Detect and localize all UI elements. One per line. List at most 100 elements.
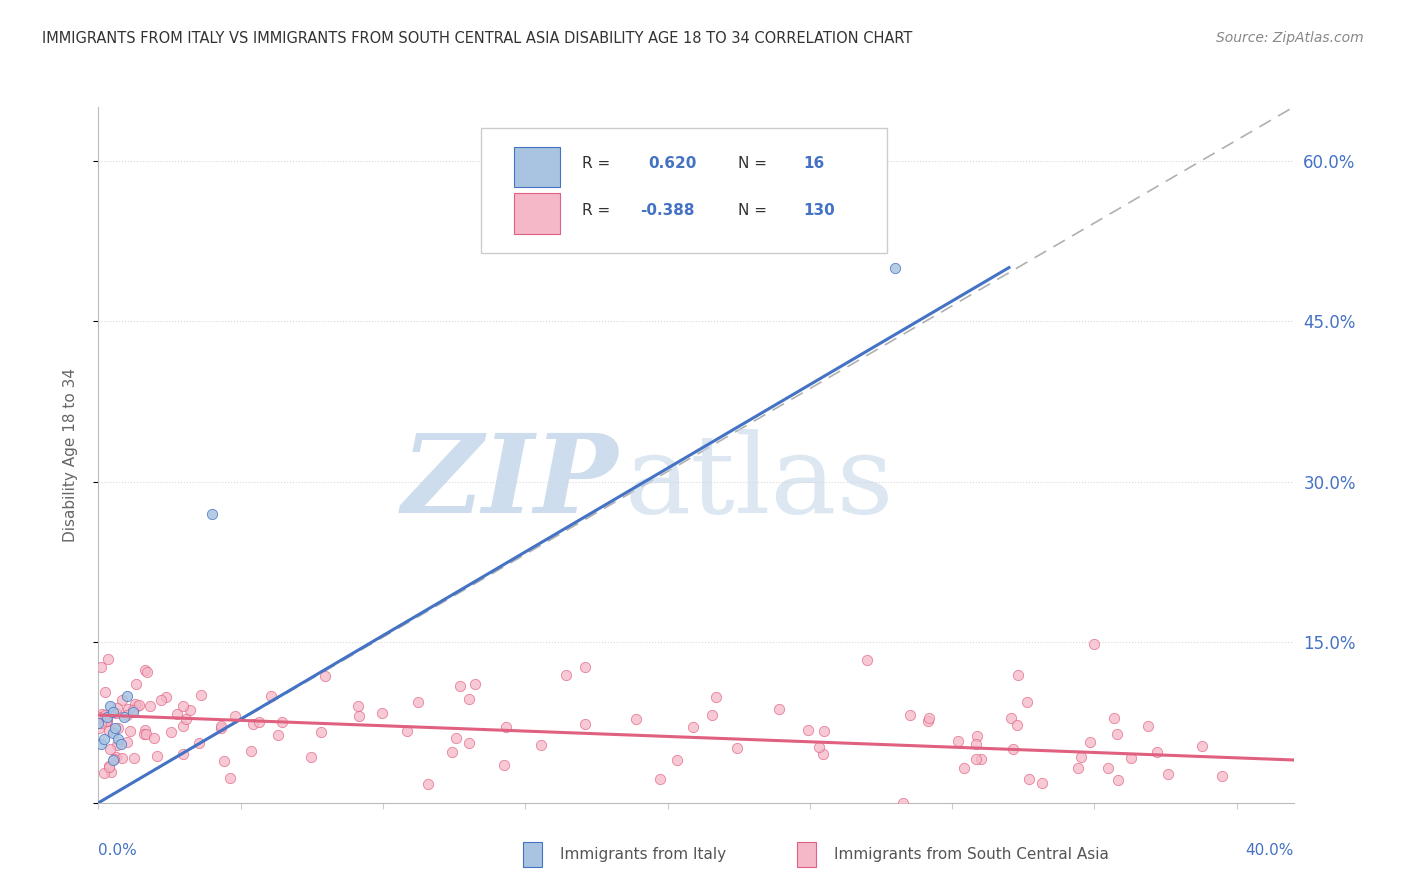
Point [89, 710, 111, 724]
Point [1018, 772, 1040, 786]
Point [1002, 742, 1025, 756]
Text: 130: 130 [804, 203, 835, 218]
Point [247, 715, 270, 730]
Point [457, 691, 479, 706]
FancyBboxPatch shape [515, 194, 560, 234]
Point [112, 710, 135, 724]
Point [314, 669, 336, 683]
Point [93, 731, 115, 746]
Point [494, 758, 516, 772]
Point [105, 750, 128, 764]
Point [965, 737, 987, 751]
Text: 16: 16 [804, 156, 825, 170]
Point [105, 706, 128, 720]
Point [969, 752, 991, 766]
Point [1015, 695, 1038, 709]
FancyBboxPatch shape [481, 128, 887, 253]
Point [209, 718, 232, 732]
Point [347, 709, 370, 723]
Point [97, 760, 120, 774]
Text: ZIP: ZIP [402, 429, 619, 536]
Point [122, 750, 145, 764]
Point [90, 715, 112, 730]
Point [953, 761, 976, 775]
Point [115, 689, 138, 703]
Point [1070, 750, 1092, 764]
Point [574, 659, 596, 673]
FancyBboxPatch shape [515, 146, 560, 187]
Point [811, 747, 834, 761]
Point [1107, 772, 1129, 787]
Point [188, 736, 211, 750]
Point [808, 739, 831, 754]
Point [150, 693, 173, 707]
Point [271, 714, 294, 729]
Point [134, 663, 156, 677]
Point [139, 698, 162, 713]
Point [666, 753, 689, 767]
Point [224, 709, 246, 723]
Point [125, 698, 148, 713]
Point [441, 744, 464, 758]
Point [179, 703, 201, 717]
Point [166, 706, 188, 721]
Point [891, 796, 914, 810]
Point [101, 726, 124, 740]
Point [107, 731, 129, 746]
Point [965, 752, 987, 766]
Point [135, 727, 157, 741]
Point [406, 695, 429, 709]
Point [135, 665, 157, 679]
Point [96, 714, 118, 729]
Point [105, 738, 128, 752]
Point [725, 740, 748, 755]
Point [146, 749, 169, 764]
Point [1211, 768, 1233, 782]
Text: Immigrants from South Central Asia: Immigrants from South Central Asia [834, 847, 1109, 862]
Point [172, 699, 194, 714]
Point [96, 714, 118, 729]
Point [87, 715, 110, 730]
Point [90, 707, 112, 722]
Point [1157, 767, 1180, 781]
Point [118, 724, 141, 739]
Point [110, 737, 132, 751]
Point [554, 668, 576, 682]
Point [650, 772, 672, 786]
Point [105, 701, 128, 715]
Point [134, 723, 156, 737]
Point [128, 698, 150, 713]
Point [449, 679, 471, 693]
Point [898, 708, 921, 723]
Point [97, 759, 120, 773]
Point [111, 750, 134, 764]
Point [948, 734, 970, 748]
Point [93, 708, 115, 723]
Text: IMMIGRANTS FROM ITALY VS IMMIGRANTS FROM SOUTH CENTRAL ASIA DISABILITY AGE 18 TO: IMMIGRANTS FROM ITALY VS IMMIGRANTS FROM… [42, 31, 912, 46]
Text: atlas: atlas [624, 429, 894, 536]
Point [117, 735, 139, 749]
Point [704, 690, 727, 704]
Point [125, 676, 148, 690]
Point [855, 653, 877, 667]
Point [172, 719, 194, 733]
Point [917, 714, 939, 728]
Point [212, 754, 235, 768]
Point [122, 703, 145, 717]
Point [768, 701, 790, 715]
Point [682, 721, 704, 735]
Point [97, 724, 120, 739]
Point [1067, 761, 1090, 775]
Point [101, 705, 124, 719]
Point [97, 652, 120, 666]
Point [530, 738, 553, 752]
Point [174, 713, 197, 727]
Point [624, 712, 647, 726]
Point [1097, 761, 1119, 775]
Point [418, 777, 440, 791]
Point [117, 707, 139, 722]
Point [121, 705, 143, 719]
Point [1078, 735, 1101, 749]
Point [260, 689, 283, 703]
Point [107, 722, 129, 736]
